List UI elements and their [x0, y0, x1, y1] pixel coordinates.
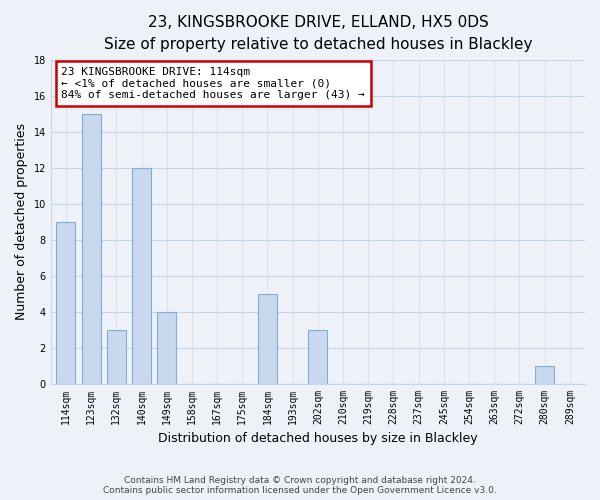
- Y-axis label: Number of detached properties: Number of detached properties: [15, 124, 28, 320]
- Title: 23, KINGSBROOKE DRIVE, ELLAND, HX5 0DS
Size of property relative to detached hou: 23, KINGSBROOKE DRIVE, ELLAND, HX5 0DS S…: [104, 15, 532, 52]
- X-axis label: Distribution of detached houses by size in Blackley: Distribution of detached houses by size …: [158, 432, 478, 445]
- Bar: [82, 114, 101, 384]
- Text: 23 KINGSBROOKE DRIVE: 114sqm
← <1% of detached houses are smaller (0)
84% of sem: 23 KINGSBROOKE DRIVE: 114sqm ← <1% of de…: [61, 67, 365, 100]
- Bar: [258, 294, 277, 384]
- Bar: [535, 366, 554, 384]
- Bar: [132, 168, 151, 384]
- Bar: [157, 312, 176, 384]
- Bar: [107, 330, 126, 384]
- Text: Contains HM Land Registry data © Crown copyright and database right 2024.
Contai: Contains HM Land Registry data © Crown c…: [103, 476, 497, 495]
- Bar: [308, 330, 328, 384]
- Bar: [56, 222, 76, 384]
